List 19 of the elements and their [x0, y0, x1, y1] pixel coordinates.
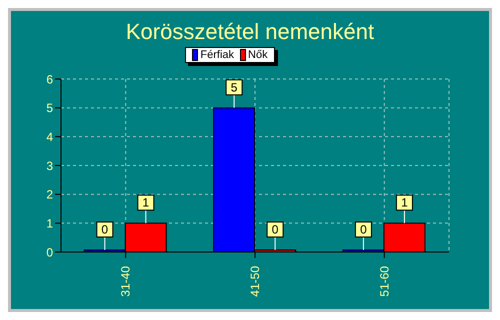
- chart-title: Korösszetétel nemenként: [126, 19, 374, 44]
- y-tick-label: 6: [46, 72, 54, 86]
- legend-label: Férfiak: [199, 49, 234, 61]
- y-tick-label: 1: [46, 216, 54, 230]
- legend-label: Nők: [247, 49, 268, 61]
- y-tick-label: 2: [46, 188, 54, 202]
- y-tick-label: 0: [46, 245, 54, 260]
- data-label: 5: [230, 80, 238, 94]
- data-label: 0: [272, 222, 279, 236]
- x-tick-label: 51-60: [377, 266, 392, 297]
- x-tick-label: 31-40: [118, 266, 133, 297]
- data-label: 0: [101, 222, 108, 236]
- data-label: 1: [142, 196, 150, 210]
- y-tick-label: 3: [46, 158, 54, 173]
- x-tick-label: 41-50: [248, 266, 262, 297]
- y-tick-label: 4: [46, 130, 54, 144]
- data-label: 0: [360, 222, 368, 236]
- data-label: 1: [401, 196, 408, 210]
- y-tick-label: 5: [46, 101, 54, 116]
